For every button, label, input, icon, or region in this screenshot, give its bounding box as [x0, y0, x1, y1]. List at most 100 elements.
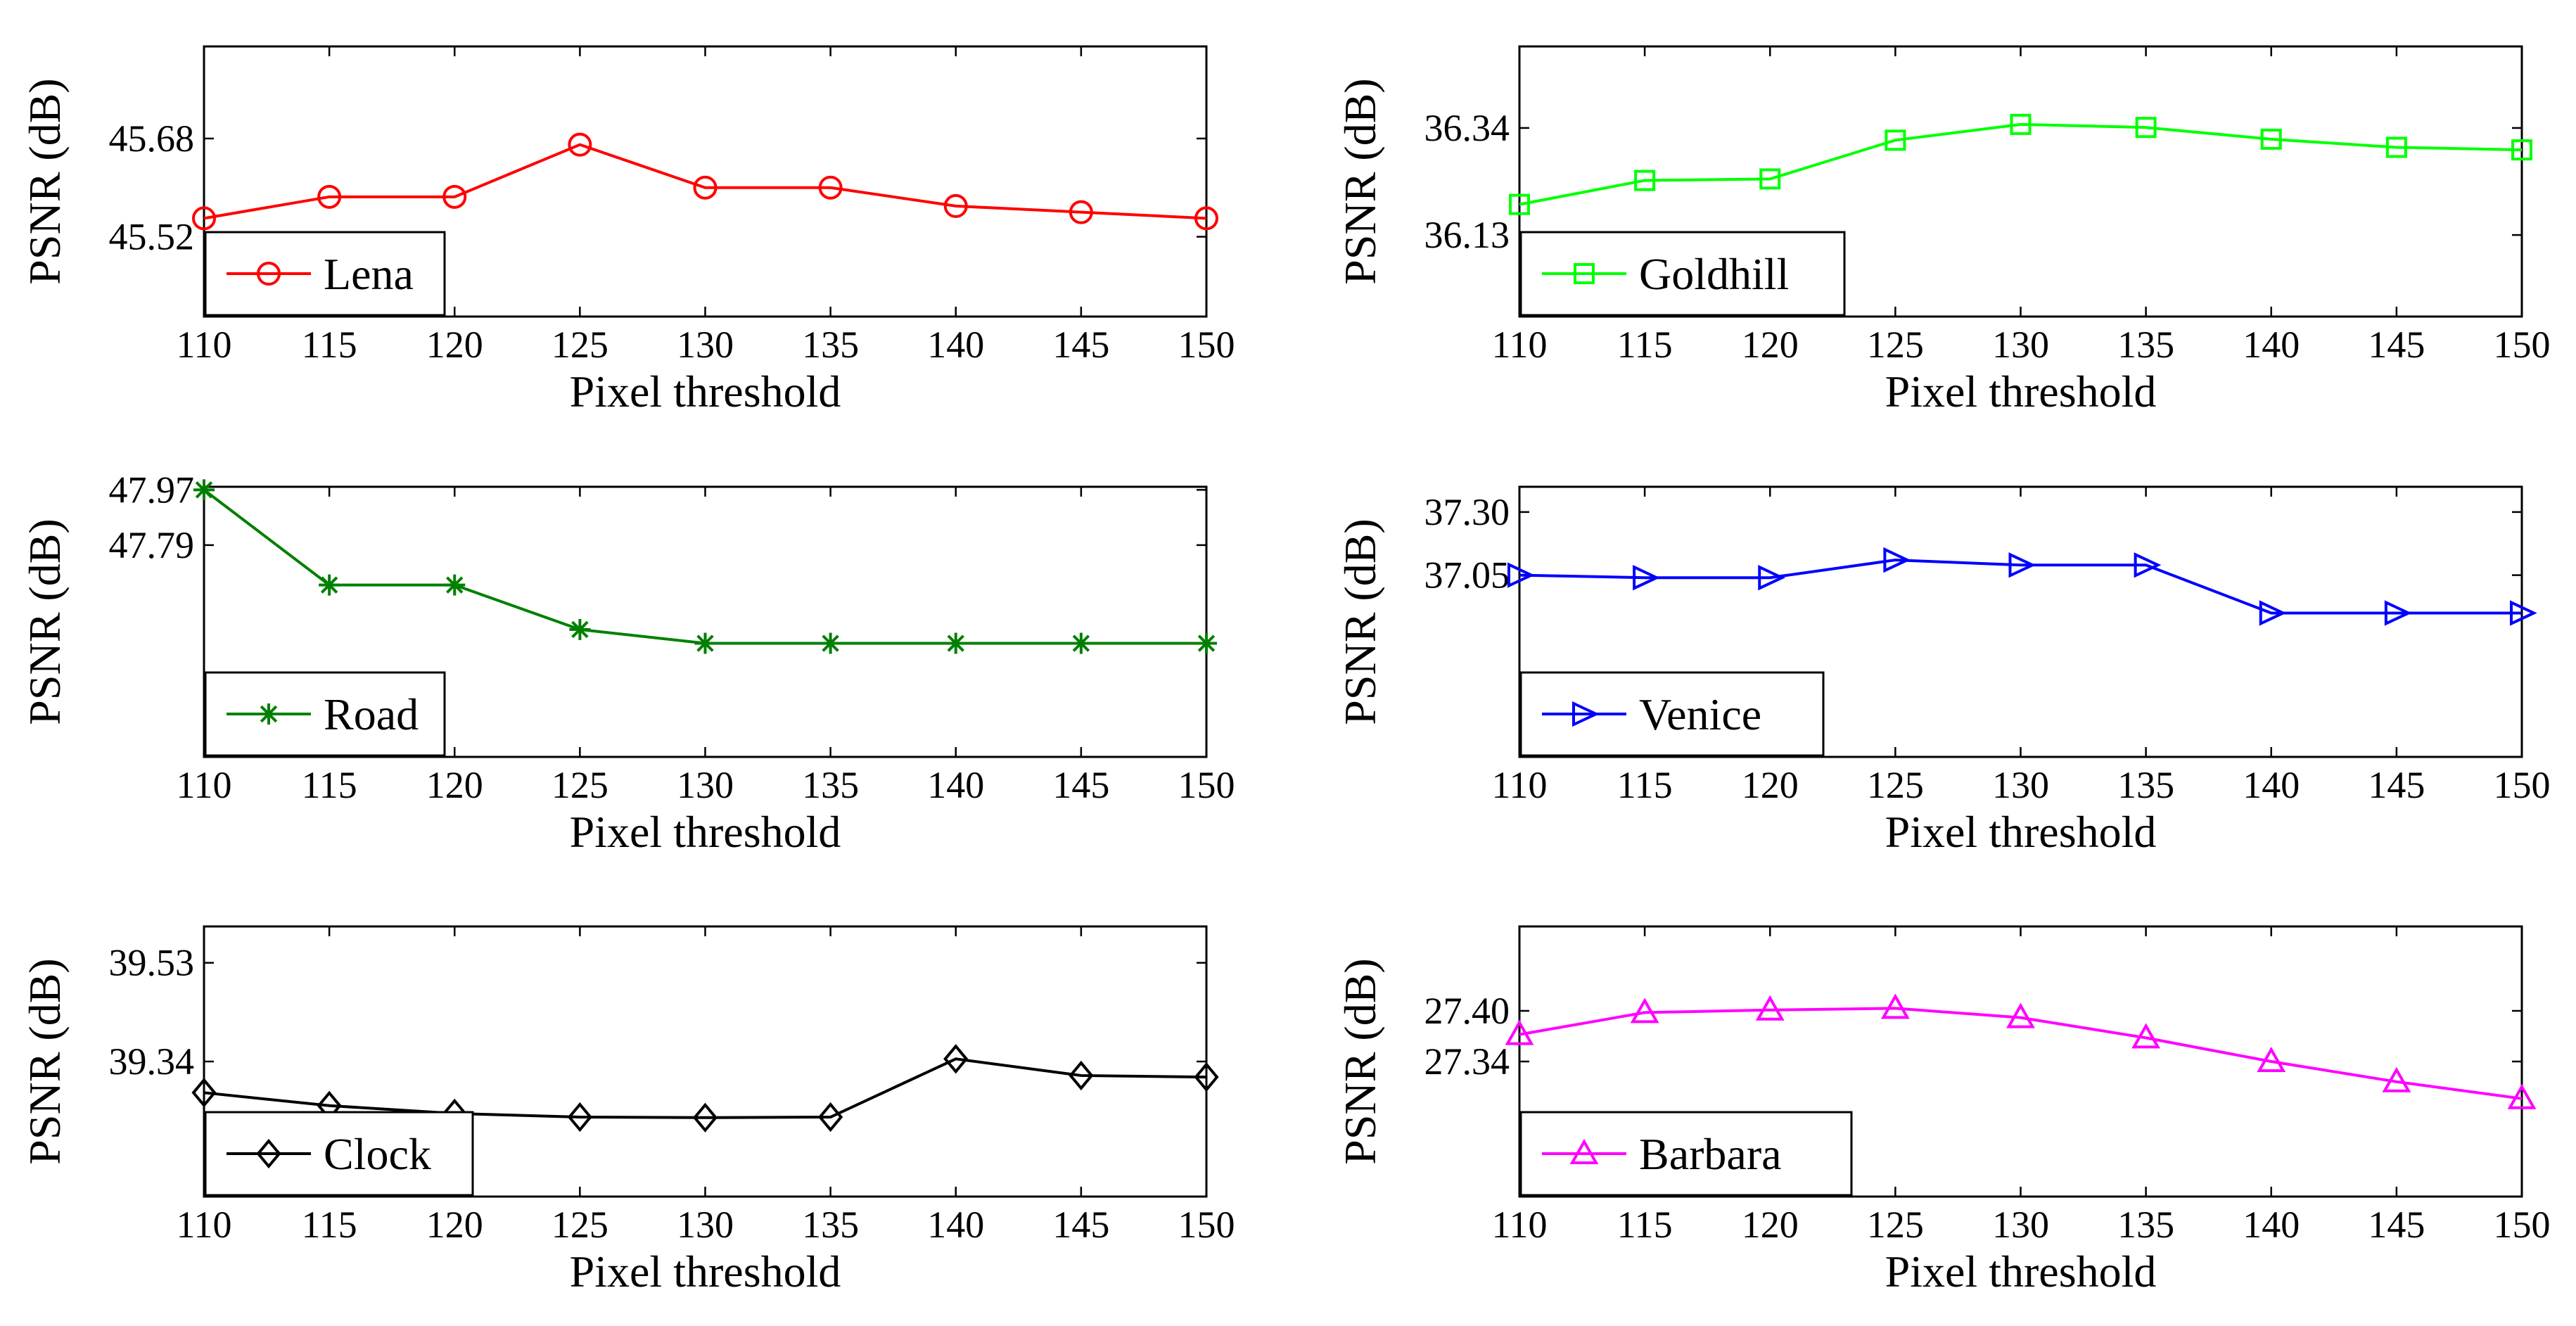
legend-marker: [1572, 701, 1600, 727]
data-point: [1507, 562, 1535, 588]
data-point: [2511, 139, 2532, 161]
data-point: [568, 132, 592, 157]
data-point: [2260, 128, 2282, 150]
data-point: [442, 184, 467, 209]
x-tick-label: 145: [1052, 324, 1109, 366]
series-line-goldhill: [1519, 122, 2523, 206]
y-axis-label: PSNR (dB): [20, 958, 70, 1164]
legend: Venice: [1519, 671, 1825, 757]
data-point: [1070, 632, 1092, 654]
data-point: [1759, 168, 1781, 190]
x-tick-label: 115: [1617, 764, 1673, 806]
x-tick-label: 115: [302, 764, 357, 806]
x-tick-label: 130: [677, 1204, 734, 1246]
x-tick-label: 120: [1742, 324, 1799, 366]
x-tick-label: 150: [1178, 324, 1235, 366]
y-axis-label: PSNR (dB): [1335, 518, 1385, 725]
y-tick-label: 27.34: [1424, 1040, 1510, 1083]
x-tick-label: 140: [927, 1204, 984, 1246]
legend: Barbara: [1519, 1111, 1853, 1197]
x-tick-label: 110: [1492, 1204, 1548, 1246]
x-tick-label: 145: [2368, 764, 2425, 806]
data-point: [1755, 995, 1785, 1021]
y-tick-label: 39.53: [109, 942, 195, 984]
data-point: [192, 206, 216, 231]
chart-lena: 110 115 120 125 130 135 140 145 150 45.52 45.68 Pix…: [20, 45, 1235, 416]
data-point: [2006, 1002, 2035, 1028]
data-point: [444, 574, 466, 596]
y-axis-label: PSNR (dB): [1335, 78, 1385, 284]
data-point: [191, 1078, 217, 1108]
legend-marker: [258, 703, 279, 725]
x-tick-label: 125: [551, 764, 608, 806]
x-tick-label: 115: [1617, 324, 1673, 366]
x-axis-label: Pixel threshold: [570, 366, 841, 416]
x-tick-label: 120: [426, 764, 483, 806]
x-tick-label: 110: [177, 1204, 232, 1246]
data-point: [1885, 129, 1906, 151]
x-tick-label: 120: [426, 1204, 483, 1246]
y-tick-label: 36.13: [1424, 214, 1510, 256]
data-point: [1633, 565, 1660, 591]
data-point: [567, 1102, 592, 1133]
x-tick-label: 140: [2243, 764, 2300, 806]
data-point: [1069, 200, 1093, 224]
data-point: [2257, 1046, 2286, 1072]
data-point: [1758, 565, 1785, 591]
data-point: [818, 1102, 843, 1133]
data-point: [319, 574, 340, 596]
data-point: [2010, 113, 2032, 135]
data-point: [1505, 1019, 1534, 1045]
series-line-barbara: [1519, 1007, 2523, 1100]
y-tick-label: 37.05: [1424, 554, 1510, 597]
x-tick-label: 150: [1178, 1204, 1235, 1246]
data-point: [2134, 552, 2162, 578]
x-tick-label: 135: [2117, 324, 2174, 366]
data-point: [2507, 1083, 2537, 1109]
y-axis-label: PSNR (dB): [20, 78, 70, 284]
x-tick-label: 140: [2243, 324, 2300, 366]
x-tick-label: 125: [551, 324, 608, 366]
x-tick-label: 150: [1178, 764, 1235, 806]
x-axis-label: Pixel threshold: [1885, 1247, 2157, 1296]
data-point: [1194, 1062, 1219, 1092]
legend: Road: [204, 671, 446, 757]
data-point: [2135, 117, 2157, 139]
chart-clock: 110 115 120 125 130 135 140 145 150 39.34 39.53 Pix…: [20, 925, 1235, 1296]
legend-label: Clock: [324, 1129, 431, 1179]
y-tick-label: 36.34: [1424, 107, 1510, 149]
legend-marker: [257, 262, 281, 286]
x-tick-label: 130: [677, 764, 734, 806]
x-tick-label: 130: [1992, 324, 2049, 366]
data-point: [317, 184, 342, 209]
x-tick-label: 120: [426, 324, 483, 366]
y-tick-label: 27.40: [1424, 990, 1510, 1032]
x-tick-label: 150: [2494, 1204, 2551, 1246]
series-line-venice: [1519, 559, 2522, 615]
data-point: [2384, 600, 2412, 626]
legend: Goldhill: [1519, 231, 1846, 317]
x-tick-label: 125: [1867, 1204, 1924, 1246]
x-tick-label: 135: [2117, 764, 2174, 806]
x-tick-label: 120: [1742, 764, 1799, 806]
x-tick-label: 110: [177, 324, 232, 366]
x-tick-label: 125: [551, 1204, 608, 1246]
data-point: [694, 632, 716, 654]
y-tick-label: 47.97: [109, 468, 195, 511]
y-tick-label: 39.34: [109, 1040, 195, 1083]
data-point: [2385, 136, 2407, 158]
legend-label: Barbara: [1639, 1129, 1782, 1179]
legend-marker: [1574, 263, 1595, 284]
x-tick-label: 135: [802, 324, 859, 366]
legend: Clock: [204, 1111, 474, 1197]
legend-label: Venice: [1639, 689, 1761, 739]
data-point: [2131, 1023, 2161, 1049]
series-line-lena: [203, 143, 1207, 220]
x-tick-label: 150: [2494, 324, 2551, 366]
legend-label: Lena: [324, 249, 414, 299]
data-point: [193, 479, 215, 501]
data-point: [692, 1102, 718, 1133]
x-tick-label: 140: [2243, 1204, 2300, 1246]
x-tick-label: 110: [177, 764, 232, 806]
